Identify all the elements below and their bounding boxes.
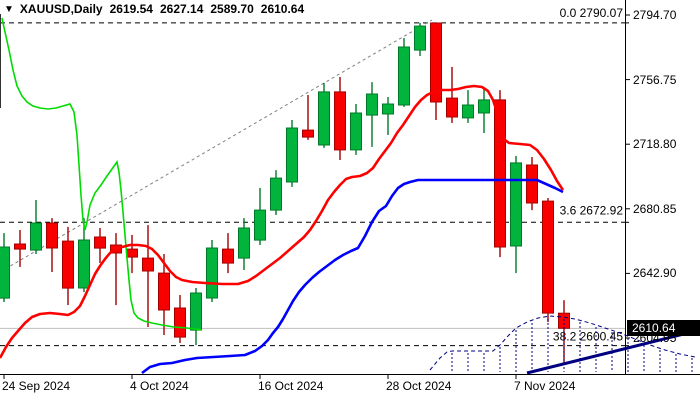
blue-ma-line (141, 178, 564, 375)
quick-trade-arrow-icon[interactable]: ▼ (4, 3, 14, 15)
candle-body (398, 46, 410, 106)
candle-body (334, 91, 346, 151)
fib-label-3.6: 3.6 2672.92 (560, 203, 624, 217)
date-axis-label: 7 Nov 2024 (514, 379, 576, 393)
candle-body (542, 200, 554, 314)
price-axis-label: 2794.70 (633, 8, 677, 22)
price-axis-label: 2718.80 (633, 137, 677, 151)
candle-body (14, 243, 26, 250)
candle-body (478, 99, 490, 114)
candle-body (158, 272, 170, 311)
close-value: 2610.64 (260, 2, 305, 16)
candle-body (414, 25, 426, 51)
candle-body (30, 222, 42, 251)
red-ma-line (0, 84, 565, 359)
candle-body (510, 162, 522, 247)
date-axis-label: 16 Oct 2024 (258, 379, 324, 393)
symbol-period-label: XAUUSD,Daily (19, 2, 103, 16)
fib-label-38.2: 38.2 2600.45 (553, 330, 623, 344)
current-price-value: 2610.64 (632, 321, 676, 335)
candle-body (78, 239, 90, 289)
candle-body (238, 227, 250, 259)
low-value: 2589.70 (210, 2, 254, 16)
candle-body (318, 91, 330, 146)
candle-body (206, 247, 218, 299)
high-value: 2627.14 (159, 2, 204, 16)
open-value: 2619.54 (109, 2, 153, 16)
date-axis-label: 4 Oct 2024 (130, 379, 189, 393)
candle-body (222, 248, 234, 264)
navy-trendline[interactable] (526, 328, 700, 375)
candle-body (462, 104, 474, 119)
candle-body (270, 177, 282, 211)
candle-body (46, 222, 58, 249)
trend-channel-line[interactable] (0, 19, 433, 273)
candle-body (254, 209, 266, 241)
candle-body (286, 127, 298, 183)
candle-body (126, 248, 138, 258)
current-price-badge: 2610.64 (627, 320, 700, 336)
candle-body (446, 97, 458, 118)
candle-body (302, 129, 314, 138)
candle-body (142, 257, 154, 272)
candle-body (190, 292, 202, 331)
candle-body (366, 93, 378, 116)
candle-body (382, 103, 394, 115)
candle-body (62, 240, 74, 289)
price-axis-label: 2680.85 (633, 202, 677, 216)
candle-body (494, 99, 506, 248)
date-axis-label: 24 Sep 2024 (2, 379, 71, 393)
date-axis-label: 28 Oct 2024 (386, 379, 452, 393)
chart-title: ▼ XAUUSD,Daily 2619.54 2627.14 2589.70 2… (4, 1, 304, 17)
candlesticks (0, 22, 570, 364)
green-indicator-line (1, 17, 203, 331)
fib-label-0.0: 0.0 2790.07 (560, 6, 624, 20)
price-axis-label: 2642.90 (633, 266, 677, 280)
candle-body (526, 164, 538, 204)
candle-body (0, 246, 10, 299)
price-axis-label: 2756.75 (633, 73, 677, 87)
candle-body (350, 112, 362, 151)
candle-body (430, 22, 442, 103)
candle-body (174, 307, 186, 338)
candle-body (94, 236, 106, 249)
